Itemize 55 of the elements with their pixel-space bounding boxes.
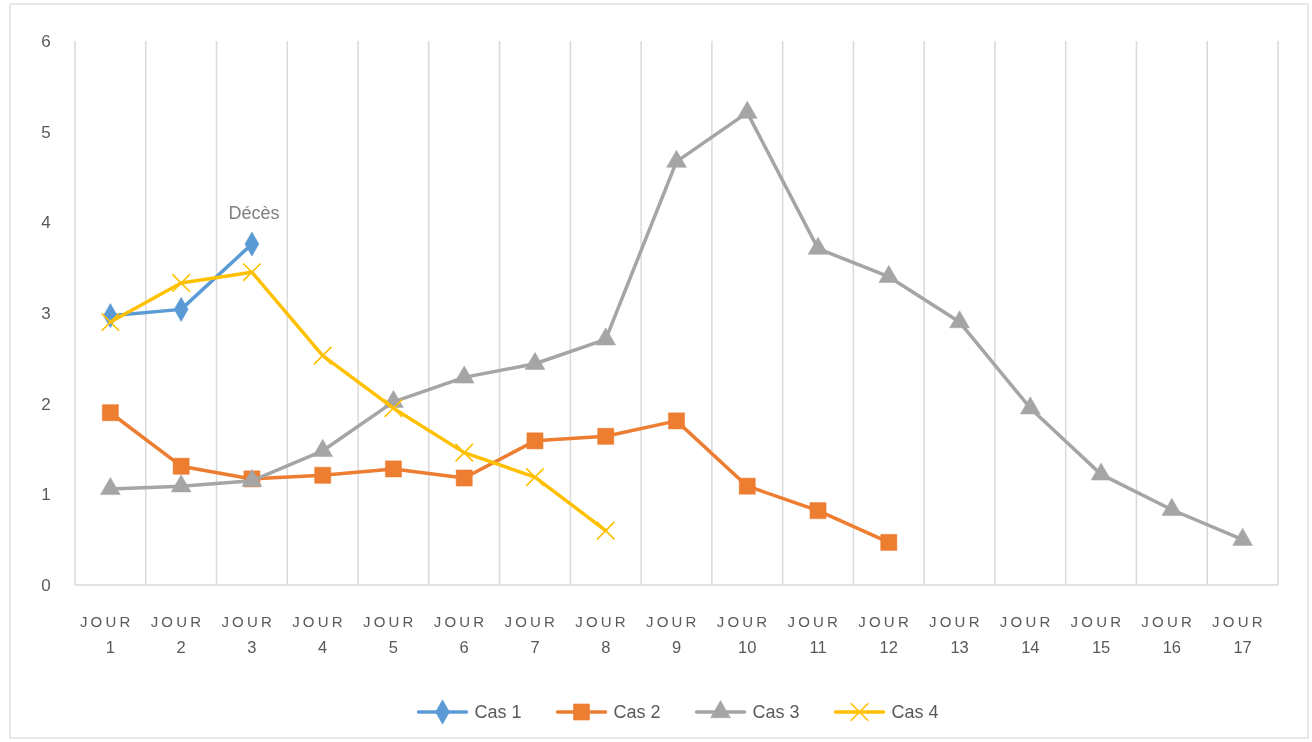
y-tick-label: 4 (41, 213, 51, 233)
point (242, 262, 262, 282)
point (383, 398, 403, 418)
x-tick-label: JOUR 8 (575, 613, 637, 656)
point (880, 534, 898, 551)
point (809, 502, 827, 519)
x-tick-label: JOUR 15 (1070, 613, 1132, 656)
point (737, 100, 758, 119)
x-tick-label: JOUR 16 (1141, 613, 1203, 656)
point (314, 466, 331, 484)
y-tick-label: 6 (41, 31, 51, 51)
x-tick-label: JOUR 2 (150, 613, 212, 656)
point (525, 467, 545, 487)
point (172, 457, 190, 475)
x-tick-label: JOUR 7 (504, 613, 566, 656)
x-tick-label: JOUR 5 (362, 613, 424, 656)
point (100, 312, 120, 332)
point (596, 521, 616, 541)
annotation: Décès (228, 203, 280, 224)
point (455, 469, 473, 487)
x-tick-label: JOUR 12 (858, 613, 920, 656)
x-tick-label: JOUR 14 (999, 613, 1061, 656)
y-tick-label: 5 (41, 122, 51, 142)
point (595, 327, 616, 346)
point (171, 273, 191, 293)
point (668, 412, 685, 430)
point (738, 477, 756, 495)
point (807, 236, 829, 255)
y-tick-label: 1 (41, 485, 51, 505)
point (526, 432, 544, 450)
point (313, 346, 333, 366)
x-tick-label: JOUR 4 (292, 613, 354, 656)
point (949, 310, 970, 329)
y-tick-label: 2 (41, 394, 51, 414)
point (454, 443, 474, 463)
legend-label: Cas 2 (613, 702, 661, 723)
x-tick-label: JOUR 3 (221, 613, 283, 656)
legend-label: Cas 4 (891, 702, 939, 723)
x-tick-label: JOUR 1 (79, 613, 141, 656)
point (102, 404, 119, 422)
y-tick-label: 3 (41, 303, 51, 323)
x-tick-label: JOUR 11 (787, 613, 849, 656)
x-tick-label: JOUR 6 (433, 613, 495, 656)
point (666, 149, 687, 168)
point (597, 427, 615, 445)
point (878, 265, 899, 283)
y-tick-label: 0 (41, 575, 51, 595)
point (524, 352, 546, 370)
x-tick-label: JOUR 10 (716, 613, 778, 656)
x-tick-label: JOUR 13 (929, 613, 991, 656)
legend-label: Cas 3 (752, 702, 800, 723)
legend-label: Cas 1 (474, 702, 522, 723)
point (385, 460, 402, 478)
x-tick-label: JOUR 17 (1212, 613, 1274, 656)
x-tick-label: JOUR 9 (646, 613, 707, 656)
